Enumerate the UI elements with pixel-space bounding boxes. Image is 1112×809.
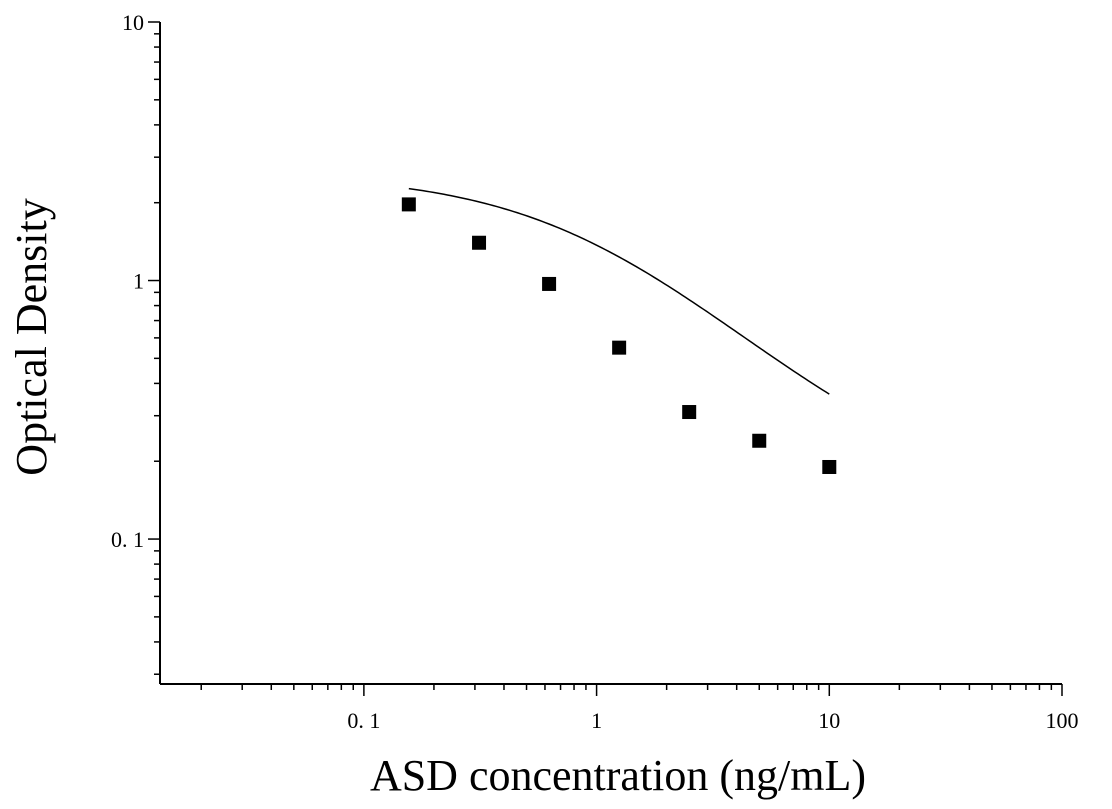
data-point (682, 405, 697, 420)
fit-curve (408, 187, 830, 395)
y-ticks (148, 21, 160, 675)
x-ticks (200, 684, 1063, 696)
data-points (401, 197, 837, 474)
data-point (612, 340, 627, 355)
data-point (542, 276, 557, 291)
data-point (752, 433, 767, 448)
x-axis: 0. 1 1 10 100 (160, 683, 1079, 733)
y-tick-labels: 0. 1 1 10 (111, 10, 144, 552)
data-point (472, 235, 487, 250)
y-tick-label: 10 (122, 10, 144, 35)
y-tick-label: 1 (133, 269, 144, 294)
plot-area (401, 187, 837, 474)
y-tick-label: 0. 1 (111, 527, 144, 552)
x-tick-label: 0. 1 (347, 708, 380, 733)
x-axis-title: ASD concentration (ng/mL) (370, 751, 866, 800)
y-axis-title: Optical Density (7, 198, 56, 475)
x-tick-label: 1 (591, 708, 602, 733)
data-point (822, 459, 837, 474)
x-tick-label: 100 (1046, 708, 1079, 733)
data-point (401, 197, 416, 212)
x-tick-labels: 0. 1 1 10 100 (347, 708, 1078, 733)
y-axis: 0. 1 1 10 (111, 10, 161, 684)
x-tick-label: 10 (818, 708, 840, 733)
